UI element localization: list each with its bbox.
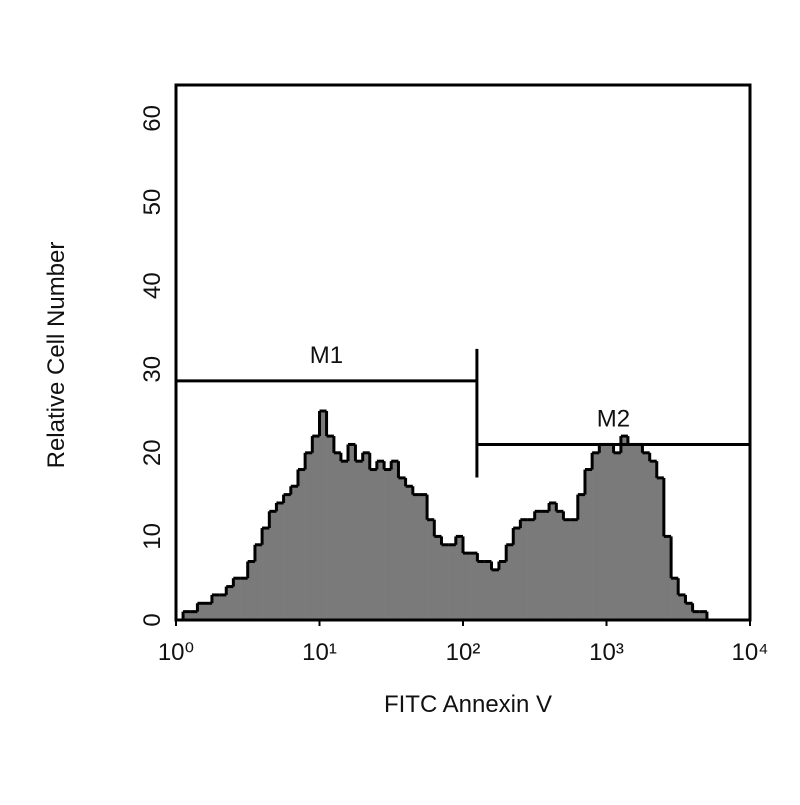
bar — [384, 469, 392, 620]
bar — [448, 544, 457, 620]
bar — [441, 544, 449, 620]
bar — [663, 536, 672, 620]
marker-label: M2 — [597, 405, 630, 432]
bar — [484, 561, 492, 620]
bar — [211, 594, 220, 620]
bar — [362, 452, 371, 620]
bar — [463, 553, 471, 620]
bar — [319, 411, 327, 620]
bar — [405, 486, 414, 620]
bar — [656, 477, 665, 620]
y-tick-label: 40 — [139, 272, 166, 299]
bar — [541, 511, 550, 620]
x-tick-label: 10³ — [589, 639, 624, 666]
x-tick-label: 10⁰ — [158, 639, 194, 666]
bar — [369, 469, 378, 620]
bar — [190, 611, 198, 620]
bar — [333, 452, 342, 620]
bar — [627, 444, 636, 620]
y-tick-label: 60 — [139, 105, 166, 132]
bar — [455, 536, 464, 620]
bar — [699, 611, 708, 620]
bar — [290, 486, 299, 620]
bar — [183, 611, 191, 620]
bar — [527, 519, 536, 620]
bar — [376, 461, 385, 620]
bar — [348, 444, 356, 620]
bar — [692, 611, 701, 620]
bar — [606, 444, 614, 620]
bar — [305, 452, 313, 620]
bar — [584, 469, 593, 620]
y-tick-label: 30 — [139, 356, 166, 383]
x-tick-label: 10² — [446, 639, 481, 666]
y-tick-label: 50 — [139, 189, 166, 216]
bar — [635, 444, 643, 620]
marker-label: M1 — [310, 342, 343, 369]
bar — [570, 519, 579, 620]
bar — [276, 502, 284, 620]
bar — [685, 603, 693, 620]
bar — [620, 436, 629, 620]
bar — [491, 569, 500, 620]
y-tick-label: 0 — [139, 613, 166, 626]
bar — [247, 561, 256, 620]
bar — [506, 544, 514, 620]
bar — [470, 553, 478, 620]
bar — [513, 528, 521, 620]
x-axis-label: FITC Annexin V — [384, 691, 552, 718]
bar — [642, 452, 650, 620]
bar — [269, 511, 277, 620]
bar — [434, 536, 442, 620]
bar — [678, 594, 686, 620]
bar — [498, 561, 507, 620]
bar — [577, 494, 586, 620]
x-tick-label: 10¹ — [302, 639, 337, 666]
bar — [262, 528, 270, 620]
y-axis-label: Relative Cell Number — [43, 242, 70, 469]
bar — [226, 586, 234, 620]
bar — [599, 444, 607, 620]
bar — [391, 461, 399, 620]
x-tick-label: 10⁴ — [731, 639, 768, 666]
bar — [549, 502, 557, 620]
bar — [671, 578, 679, 620]
y-tick-label: 10 — [139, 523, 166, 550]
bar — [297, 469, 306, 620]
bar — [419, 494, 428, 620]
bar — [649, 461, 658, 620]
bar — [613, 452, 622, 620]
bar — [477, 561, 485, 620]
bar — [412, 494, 421, 620]
bar — [254, 544, 263, 620]
y-tick-label: 20 — [139, 439, 166, 466]
bar — [355, 461, 363, 620]
bar — [233, 578, 241, 620]
bar — [556, 511, 564, 620]
bar — [534, 511, 543, 620]
bar — [398, 477, 406, 620]
bar — [219, 594, 227, 620]
bar — [592, 452, 600, 620]
bar — [312, 436, 320, 620]
bar — [520, 519, 528, 620]
bar — [326, 436, 335, 620]
bar — [240, 578, 249, 620]
bar — [340, 461, 349, 620]
bar — [197, 603, 205, 620]
bar — [427, 519, 435, 620]
bar — [204, 603, 213, 620]
bar — [283, 494, 292, 620]
bar — [563, 519, 571, 620]
